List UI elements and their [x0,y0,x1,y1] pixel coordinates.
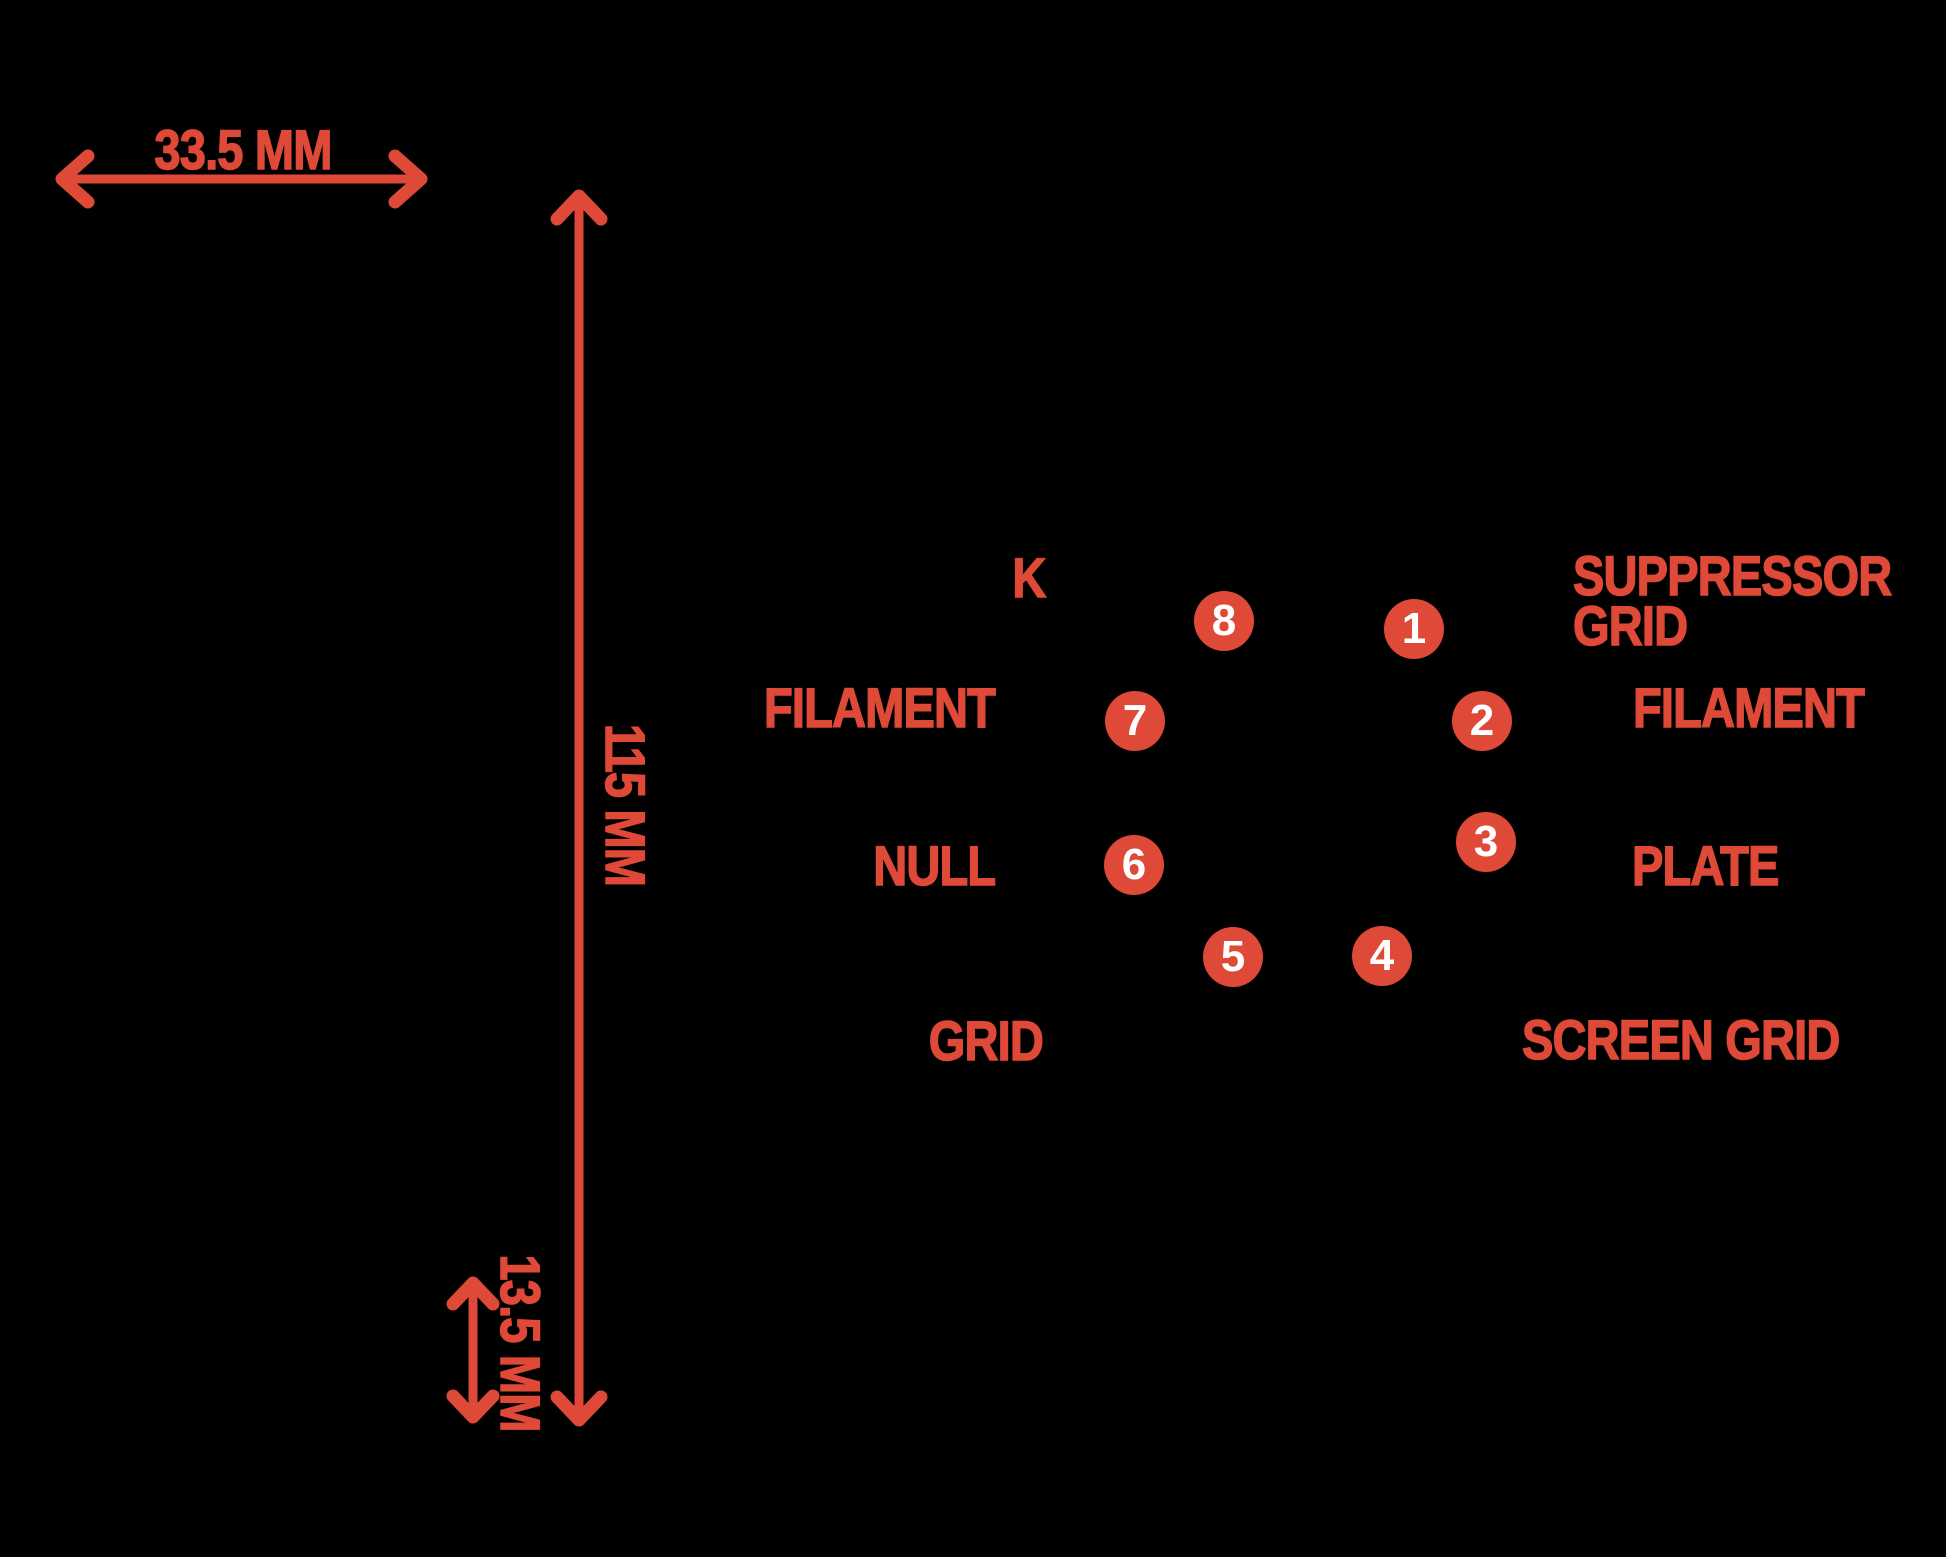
width-dimension-arrow-icon [55,149,428,209]
pin-length-dimension-arrow-icon [446,1276,500,1424]
pin-circle-2: 2 [1452,691,1512,751]
pin-circle-3: 3 [1456,812,1516,872]
pin-2-label-filament: FILAMENT [1632,676,1865,739]
pin-3-label-plate: PLATE [1631,834,1780,897]
pin-circle-7: 7 [1105,691,1165,751]
pin-1-label-suppressor-grid: SUPPRESSOR GRID [1572,544,1892,657]
pin-length-dimension-label: 13.5 MM [488,1254,552,1432]
pin-circle-5: 5 [1203,927,1263,987]
pin-circle-4: 4 [1352,926,1412,986]
pin-circle-6: 6 [1104,835,1164,895]
pin-4-label-screen-grid: SCREEN GRID [1521,1008,1841,1071]
height-dimension-label: 115 MM [593,723,657,887]
pin-7-label-filament: FILAMENT [763,676,996,739]
pin-6-label-null: NULL [872,834,996,897]
pin-circle-8: 8 [1194,591,1254,651]
height-dimension-arrow-icon [550,189,608,1427]
pin-circle-1: 1 [1384,599,1444,659]
pin-5-label-grid: GRID [928,1009,1044,1072]
pin-8-label-k: K [1011,546,1046,609]
width-dimension-label: 33.5 MM [154,118,333,181]
